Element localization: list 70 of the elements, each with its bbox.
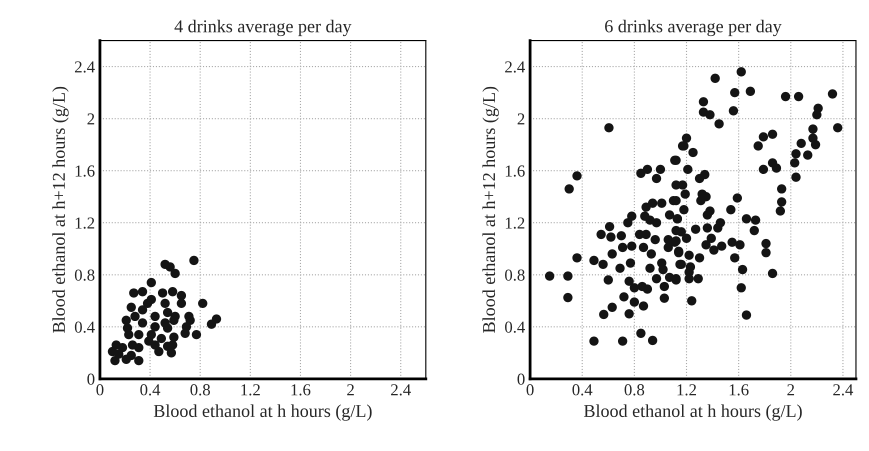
point	[122, 316, 131, 325]
y-tick-label: 1.6	[76, 165, 95, 177]
x-tick-label: 2	[787, 384, 794, 396]
x-axis-title: Blood ethanol at h hours (g/L)	[154, 404, 372, 421]
y-tick-label: 2	[87, 113, 94, 124]
point	[170, 268, 180, 278]
point	[158, 288, 168, 298]
x-tick-label: 0	[96, 384, 104, 396]
point	[150, 312, 160, 322]
point	[160, 298, 170, 308]
x-tick-label: 0.4	[140, 384, 160, 396]
point	[176, 298, 186, 308]
point	[189, 256, 199, 266]
y-tick-label: 2.4	[74, 61, 95, 73]
y-tick-label: 0.8	[505, 269, 525, 281]
point	[130, 312, 140, 322]
y-tick-label: 2.4	[505, 61, 525, 73]
y-tick-label: 1.2	[76, 217, 94, 229]
y-tick-label: 0.4	[74, 322, 95, 333]
y-axis-title: Blood ethanol at h+12 hours (g/L)	[52, 86, 69, 333]
point	[192, 330, 202, 340]
y-tick-label: 1.6	[506, 165, 525, 177]
x-tick-label: 1.2	[678, 384, 696, 396]
point	[150, 322, 160, 332]
point	[146, 278, 156, 288]
x-axis-title: Blood ethanol at h hours (g/L)	[584, 404, 802, 421]
point	[129, 288, 138, 298]
y-axis-title: Blood ethanol at h+12 hours (g/L)	[482, 86, 499, 333]
point	[138, 318, 148, 328]
point	[156, 334, 166, 344]
chart-title: 4 drinks average per day	[174, 20, 352, 36]
point	[138, 287, 148, 296]
x-tick-label: 0.8	[190, 384, 210, 396]
y-tick-label: 0	[518, 374, 525, 385]
point	[114, 349, 124, 359]
x-tick-label: 0	[526, 384, 534, 396]
point	[176, 290, 186, 300]
x-tick-label: 2.4	[391, 384, 411, 396]
point	[128, 340, 138, 350]
point	[150, 340, 160, 350]
point	[180, 328, 190, 338]
x-tick-label: 0.8	[624, 384, 644, 396]
point	[198, 298, 208, 308]
point	[170, 312, 180, 322]
x-tick-label: 1.6	[730, 384, 749, 396]
point	[126, 302, 136, 312]
point	[206, 320, 216, 329]
y-tick-label: 2	[518, 113, 524, 124]
y-tick-label: 0.4	[505, 322, 525, 333]
point	[126, 350, 136, 360]
y-tick-label: 0.8	[74, 269, 94, 281]
point	[162, 308, 172, 318]
point	[134, 330, 144, 340]
y-tick-label: 1.2	[506, 217, 524, 229]
point	[138, 305, 148, 315]
x-tick-label: 2.4	[833, 384, 854, 396]
x-tick-label: 2	[347, 384, 354, 396]
point	[146, 330, 156, 340]
x-tick-label: 0.4	[572, 384, 592, 396]
chart-title: 6 drinks average per day	[605, 20, 782, 36]
point	[168, 287, 178, 296]
point	[142, 298, 152, 308]
point	[160, 318, 170, 328]
point	[165, 262, 175, 272]
x-tick-label: 1.6	[292, 384, 310, 396]
y-tick-label: 0	[87, 374, 94, 385]
point	[134, 356, 144, 366]
point	[124, 330, 134, 340]
point	[169, 332, 179, 342]
x-tick-label: 1.2	[241, 384, 260, 396]
